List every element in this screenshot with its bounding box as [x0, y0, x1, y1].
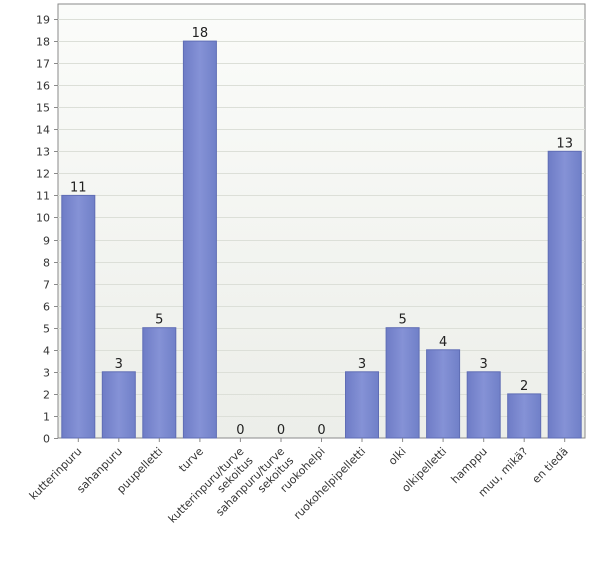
bar-11	[507, 393, 542, 439]
y-tick-label: 9	[43, 235, 50, 248]
y-tick-label: 2	[43, 389, 50, 402]
bar-9	[426, 349, 461, 439]
bar-1	[101, 371, 136, 439]
y-tick-label: 16	[36, 80, 50, 93]
x-tick-label-0: kutterinpuru	[27, 445, 85, 503]
x-tick-label-12: en tiedä	[530, 445, 571, 486]
y-tick-label: 3	[43, 367, 50, 380]
x-tick-text: olki	[386, 445, 409, 468]
data-label-2: 5	[155, 313, 163, 328]
x-tick-label-8: olki	[386, 445, 409, 468]
y-tick-label: 15	[36, 102, 50, 115]
y-tick-label: 12	[36, 168, 50, 181]
bar-3	[182, 40, 217, 439]
x-tick-text: en tiedä	[530, 445, 571, 486]
y-tick-label: 7	[43, 279, 50, 292]
data-label-10: 3	[480, 357, 488, 372]
bars	[61, 40, 582, 439]
bar-10	[466, 371, 501, 439]
y-tick-label: 6	[43, 301, 50, 314]
data-label-3: 18	[192, 26, 209, 41]
y-tick-label: 10	[36, 212, 50, 225]
data-labels: 11 3 5 18 0 0 0 3 5 4 3 2 13	[70, 26, 573, 438]
data-label-7: 3	[358, 357, 366, 372]
y-tick-label: 18	[36, 36, 50, 49]
bar-12	[547, 150, 582, 439]
data-label-0: 11	[70, 180, 87, 195]
y-tick-label: 5	[43, 323, 50, 336]
bar-2	[142, 327, 177, 439]
y-tick-label: 13	[36, 146, 50, 159]
bar-8	[385, 327, 420, 439]
y-tick-label: 17	[36, 58, 50, 71]
x-tick-text: kutterinpuru	[27, 445, 85, 503]
data-label-12: 13	[556, 136, 573, 151]
x-tick-label-10: hamppu	[449, 445, 490, 486]
data-label-5: 0	[277, 423, 285, 438]
data-label-11: 2	[520, 379, 528, 394]
data-label-4: 0	[236, 423, 244, 438]
y-tick-label: 11	[36, 190, 50, 203]
bar-0	[61, 194, 96, 439]
bar-7	[345, 371, 379, 439]
x-tick-text: ruokohelpipelletti	[291, 445, 368, 522]
data-label-6: 0	[317, 423, 325, 438]
data-label-1: 3	[115, 357, 123, 372]
y-tick-label: 14	[36, 124, 50, 137]
data-label-8: 5	[398, 313, 406, 328]
x-tick-text: turve	[176, 445, 206, 475]
x-tick-label-3: turve	[176, 445, 206, 475]
y-tick-label: 19	[36, 14, 50, 27]
x-tick-label-7: ruokohelpipelletti	[291, 445, 368, 522]
y-tick-label: 0	[43, 433, 50, 446]
y-tick-label: 4	[43, 345, 50, 358]
data-label-9: 4	[439, 335, 447, 350]
y-tick-label: 1	[43, 411, 50, 424]
y-tick-label: 8	[43, 257, 50, 270]
x-tick-text: hamppu	[449, 445, 490, 486]
